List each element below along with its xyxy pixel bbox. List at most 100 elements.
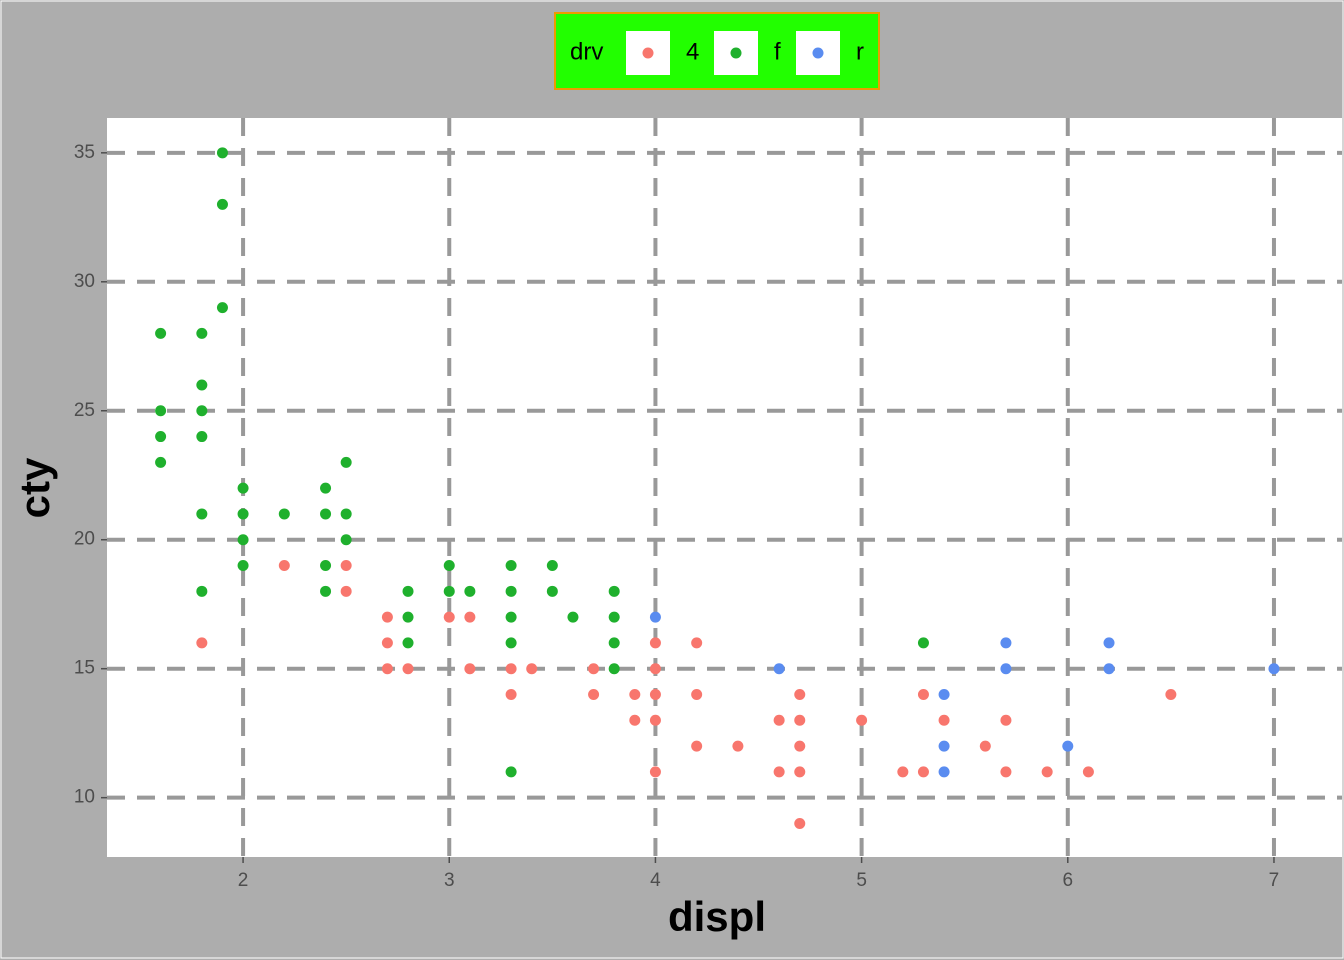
point: [320, 508, 332, 520]
point: [196, 405, 208, 417]
point: [155, 456, 167, 468]
point: [340, 534, 352, 546]
point: [237, 508, 249, 520]
point: [794, 817, 806, 829]
point: [608, 611, 620, 623]
point: [649, 611, 661, 623]
point: [567, 611, 579, 623]
y-tick-label: 10: [74, 787, 95, 808]
point: [237, 534, 249, 546]
point: [216, 198, 228, 210]
y-tick-label: 20: [74, 529, 95, 550]
point: [464, 611, 476, 623]
point: [897, 766, 909, 778]
point: [402, 611, 414, 623]
point: [237, 560, 249, 572]
y-tick-label: 15: [74, 658, 95, 679]
point: [1062, 740, 1074, 752]
point: [794, 766, 806, 778]
point: [917, 766, 929, 778]
y-axis-title: cty: [11, 457, 58, 518]
panel: [107, 118, 1342, 857]
point: [381, 663, 393, 675]
point: [1103, 637, 1115, 649]
point: [649, 714, 661, 726]
point: [340, 508, 352, 520]
point: [443, 560, 455, 572]
y-tick-label: 35: [74, 142, 95, 163]
point: [505, 766, 517, 778]
legend-label: r: [856, 38, 864, 65]
legend-label: 4: [686, 38, 699, 65]
point: [216, 147, 228, 159]
point: [464, 663, 476, 675]
point: [196, 637, 208, 649]
point: [320, 560, 332, 572]
point: [320, 482, 332, 494]
point: [443, 611, 455, 623]
point: [196, 585, 208, 597]
legend-symbol: [642, 47, 654, 59]
point: [608, 663, 620, 675]
point: [505, 637, 517, 649]
x-tick-label: 5: [856, 870, 867, 891]
point: [691, 688, 703, 700]
point: [588, 663, 600, 675]
point: [938, 714, 950, 726]
legend-title: drv: [570, 38, 603, 65]
legend: drv 4 f r: [554, 12, 880, 90]
point: [402, 585, 414, 597]
point: [505, 585, 517, 597]
points: [155, 147, 1280, 829]
point: [546, 560, 558, 572]
x-tick-label: 7: [1269, 870, 1280, 891]
point: [773, 766, 785, 778]
x-tick-label: 6: [1062, 870, 1073, 891]
point: [649, 663, 661, 675]
point: [278, 560, 290, 572]
point: [1041, 766, 1053, 778]
point: [505, 560, 517, 572]
point: [794, 714, 806, 726]
point: [979, 740, 991, 752]
point: [629, 714, 641, 726]
point: [917, 637, 929, 649]
legend-symbol: [730, 47, 742, 59]
point: [649, 688, 661, 700]
grid: [101, 118, 1342, 863]
point: [629, 688, 641, 700]
x-tick-label: 3: [444, 870, 455, 891]
point: [649, 766, 661, 778]
point: [155, 405, 167, 417]
point: [196, 327, 208, 339]
point: [1000, 766, 1012, 778]
point: [381, 637, 393, 649]
point: [464, 585, 476, 597]
point: [1000, 637, 1012, 649]
point: [546, 585, 558, 597]
point: [1103, 663, 1115, 675]
point: [1000, 714, 1012, 726]
legend-symbol: [812, 47, 824, 59]
y-tick-label: 30: [74, 271, 95, 292]
point: [443, 585, 455, 597]
point: [938, 766, 950, 778]
point: [938, 740, 950, 752]
point: [608, 585, 620, 597]
point: [340, 560, 352, 572]
point: [588, 688, 600, 700]
point: [155, 431, 167, 443]
point: [340, 585, 352, 597]
point: [381, 611, 393, 623]
point: [402, 663, 414, 675]
point: [608, 637, 620, 649]
point: [196, 379, 208, 391]
x-axis-title: displ: [668, 893, 766, 940]
point: [505, 663, 517, 675]
point: [938, 688, 950, 700]
y-tick-label: 25: [74, 400, 95, 421]
point: [505, 611, 517, 623]
point: [196, 508, 208, 520]
point: [1082, 766, 1094, 778]
